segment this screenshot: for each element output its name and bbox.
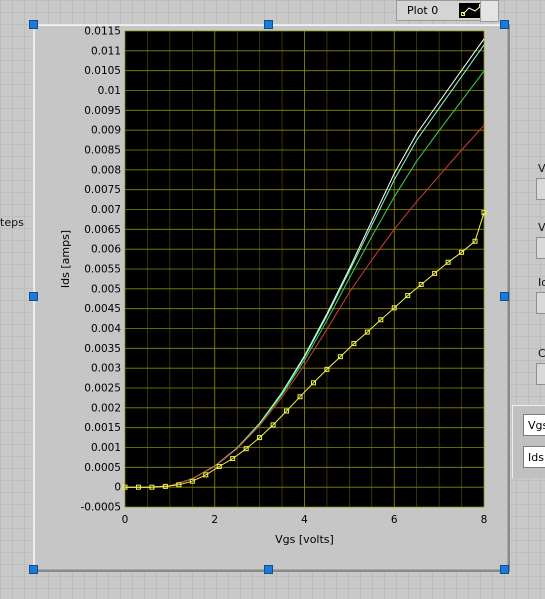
right-label-2: V: [538, 221, 545, 234]
plot-legend[interactable]: Plot 0: [396, 0, 498, 21]
y-tick-label: 0.001: [91, 442, 121, 454]
y-tick-label: 0.0105: [84, 65, 121, 77]
y-tick-label: 0.01: [98, 85, 121, 97]
resize-handle-top-right[interactable]: [500, 20, 509, 29]
series-point-yellow: [432, 270, 438, 276]
cursor-vgs-field[interactable]: Vgs: [523, 414, 545, 436]
series-line-yellow: [125, 212, 485, 488]
y-tick-label: 0.006: [91, 244, 121, 256]
series-point-yellow: [472, 238, 478, 244]
resize-handle-bottom[interactable]: [264, 565, 273, 574]
right-label-1: V: [538, 162, 545, 175]
series-point-yellow: [243, 446, 249, 452]
steps-label: teps: [0, 216, 24, 229]
series-line-red: [125, 125, 485, 488]
x-tick-label: 0: [122, 514, 129, 526]
series-point-yellow: [445, 259, 451, 265]
series-point-yellow: [230, 456, 236, 462]
legend-scrollbar[interactable]: [480, 0, 499, 22]
resize-handle-top[interactable]: [264, 20, 273, 29]
series-point-yellow: [481, 210, 487, 216]
series-point-yellow: [257, 435, 263, 441]
y-tick-label: 0.0055: [84, 264, 121, 276]
series-point-yellow: [337, 354, 343, 360]
x-tick-label: 8: [481, 514, 488, 526]
y-tick-label: 0.0005: [84, 462, 121, 474]
series-point-yellow: [162, 483, 168, 489]
y-tick-label: 0.0095: [84, 105, 121, 117]
series-point-yellow: [351, 341, 357, 347]
right-control-3[interactable]: [536, 292, 545, 314]
y-tick-label: 0.0045: [84, 303, 121, 315]
y-tick-label: 0.008: [91, 164, 121, 176]
y-tick-label: 0.0085: [84, 145, 121, 157]
y-tick-label: 0: [114, 482, 121, 494]
resize-handle-bottom-left[interactable]: [29, 565, 38, 574]
resize-handle-left[interactable]: [29, 292, 38, 301]
y-tick-label: 0.0075: [84, 184, 121, 196]
x-axis-label: Vgs [volts]: [275, 533, 334, 546]
series-point-yellow: [135, 484, 141, 490]
y-tick-label: 0.003: [91, 363, 121, 375]
x-tick-label: 2: [211, 514, 218, 526]
series-point-yellow: [122, 484, 128, 490]
resize-handle-right[interactable]: [500, 292, 509, 301]
y-tick-label: 0.0025: [84, 383, 121, 395]
series-point-yellow: [189, 478, 195, 484]
right-control-2[interactable]: [536, 237, 545, 259]
y-tick-label: 0.011: [91, 45, 121, 57]
right-control-1[interactable]: [536, 178, 545, 200]
series-point-yellow: [176, 482, 182, 488]
y-axis-label: Ids [amps]: [59, 230, 72, 288]
plot-legend-label: Plot 0: [407, 4, 439, 17]
y-tick-label: 0.009: [91, 125, 121, 137]
y-tick-label: 0.005: [91, 283, 121, 295]
right-label-3: Io: [538, 276, 545, 289]
series-point-yellow: [270, 422, 276, 428]
series-point-yellow: [310, 380, 316, 386]
y-tick-label: 0.004: [91, 323, 121, 335]
series-point-yellow: [216, 464, 222, 470]
series-point-yellow: [297, 394, 303, 400]
y-tick-label: 0.0065: [84, 224, 121, 236]
y-tick-label: 0.007: [91, 204, 121, 216]
resize-handle-bottom-right[interactable]: [500, 565, 509, 574]
series-point-yellow: [378, 317, 384, 323]
series-point-yellow: [364, 329, 370, 335]
cursor-panel: Vgs Ids: [512, 405, 545, 478]
y-tick-label: 0.0035: [84, 343, 121, 355]
resize-handle-top-left[interactable]: [29, 20, 38, 29]
x-tick-label: 6: [391, 514, 398, 526]
series-point-yellow: [391, 305, 397, 311]
series-point-yellow: [284, 408, 290, 414]
series-point-yellow: [418, 281, 424, 287]
series-point-yellow: [149, 484, 155, 490]
series-point-yellow: [459, 249, 465, 255]
right-control-4[interactable]: [536, 363, 545, 385]
series-point-yellow: [203, 472, 209, 478]
series-point-yellow: [405, 293, 411, 299]
y-tick-label: -0.0005: [80, 502, 121, 514]
y-tick-label: 0.002: [91, 402, 121, 414]
x-tick-label: 4: [301, 514, 308, 526]
series-point-yellow: [324, 366, 330, 372]
y-tick-label: 0.0115: [84, 26, 121, 38]
cursor-ids-field[interactable]: Ids: [523, 446, 545, 468]
y-tick-label: 0.0015: [84, 422, 121, 434]
right-label-4: C: [538, 347, 545, 360]
